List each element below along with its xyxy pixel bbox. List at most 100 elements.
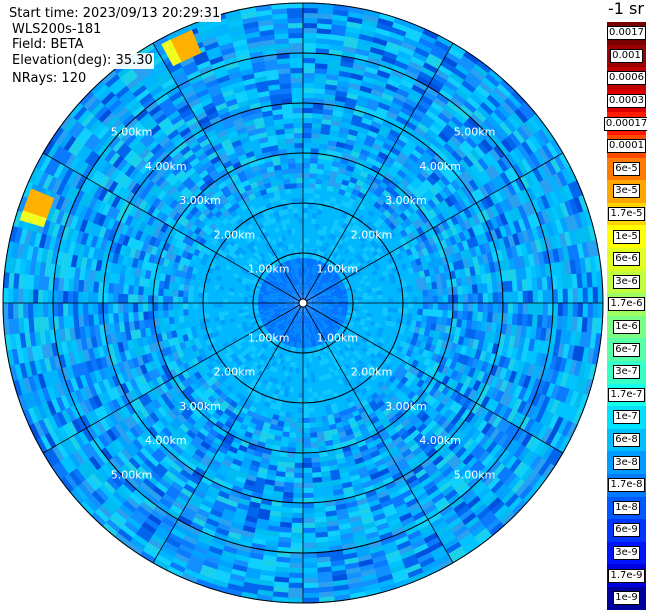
ppi-gate	[373, 295, 379, 300]
ppi-gate	[428, 303, 434, 310]
ppi-gate	[302, 588, 318, 594]
ppi-gate	[433, 303, 439, 311]
ppi-gate	[303, 543, 317, 549]
ppi-gate	[295, 443, 303, 449]
ppi-gate	[468, 294, 474, 304]
ppi-gate	[302, 583, 318, 589]
ppi-gate	[300, 358, 303, 364]
ppi-gate	[303, 93, 315, 99]
ppi-gate	[433, 296, 439, 304]
ppi-gate	[307, 373, 312, 379]
ppi-gate	[303, 228, 307, 234]
ppi-gate	[299, 368, 303, 374]
ppi-gate	[303, 373, 307, 379]
ppi-gate	[303, 33, 318, 39]
ppi-gate	[303, 403, 309, 409]
ppi-gate	[296, 423, 303, 429]
ppi-gate	[303, 108, 314, 114]
ppi-gate	[373, 303, 379, 307]
ppi-gate	[303, 78, 316, 84]
ppi-gate	[368, 303, 374, 307]
ppi-gate	[393, 293, 399, 299]
ppi-gate	[290, 538, 304, 544]
ppi-gate	[583, 288, 589, 304]
ppi-gate	[488, 303, 494, 314]
ppi-gate	[302, 23, 318, 29]
ppi-gate	[408, 297, 414, 303]
ppi-gate	[308, 393, 314, 399]
ppi-gate	[303, 418, 310, 424]
ppi-gate	[303, 193, 309, 199]
ppi-gate	[302, 578, 318, 584]
ppi-gate	[368, 296, 374, 300]
ppi-gate	[303, 538, 317, 544]
ppi-gate	[303, 63, 317, 69]
ppi-gate	[453, 295, 459, 304]
ppi-gate	[303, 463, 312, 469]
ppi-gate	[297, 418, 304, 424]
ppi-gate	[303, 493, 314, 499]
ppi-gate	[306, 368, 310, 374]
ppi-gate	[458, 303, 464, 312]
ppi-gate	[299, 373, 303, 379]
ppi-gate	[363, 299, 369, 303]
ppi-gate	[528, 303, 534, 316]
ppi-gate	[378, 303, 384, 308]
ppi-gate	[358, 297, 364, 301]
ppi-gate	[418, 303, 424, 310]
ppi-gate	[533, 290, 539, 303]
ppi-gate	[303, 113, 314, 119]
ppi-gate	[478, 303, 484, 313]
ppi-gate	[288, 578, 304, 584]
ppi-gate	[293, 488, 304, 494]
ppi-gate	[443, 295, 449, 303]
ppi-gate	[303, 148, 312, 154]
ppi-gate	[303, 488, 314, 494]
ppi-gate	[306, 353, 309, 359]
ppi-gate	[303, 453, 312, 459]
ppi-gate	[303, 503, 315, 509]
ppi-gate	[493, 303, 499, 314]
ppi-gate	[563, 303, 569, 318]
ppi-gate	[303, 68, 316, 74]
ppi-gate	[299, 363, 303, 369]
ppi-gate	[568, 288, 574, 303]
ppi-gate	[303, 88, 315, 94]
ppi-gate	[468, 303, 474, 313]
ppi-gate	[368, 299, 374, 303]
ppi-gate	[294, 473, 304, 479]
ppi-gate	[543, 290, 549, 304]
ppi-gate	[508, 303, 514, 315]
ppi-gate	[291, 513, 303, 519]
ppi-gate	[388, 303, 394, 308]
ppi-gate	[423, 296, 429, 303]
ppi-gate	[303, 163, 311, 169]
ppi-gate	[293, 478, 303, 484]
ppi-gate	[358, 300, 364, 303]
ppi-gate	[373, 299, 379, 303]
ppi-gate	[303, 383, 308, 389]
ppi-gate	[383, 303, 389, 308]
ppi-gate	[458, 294, 464, 303]
ppi-gate	[463, 303, 469, 312]
ppi-gate	[363, 303, 369, 307]
ppi-gate	[291, 528, 304, 534]
ppi-gate	[303, 123, 313, 129]
ppi-gate	[298, 383, 303, 389]
ppi-gate	[303, 478, 313, 484]
ppi-gate	[297, 403, 303, 409]
ppi-gate	[408, 303, 414, 309]
ppi-gate	[303, 58, 317, 64]
ppi-gate	[303, 513, 315, 519]
ppi-gate	[303, 83, 315, 89]
ppi-gate	[303, 73, 316, 79]
ppi-gate	[303, 223, 308, 229]
ppi-gate	[513, 291, 519, 303]
ppi-gate	[303, 508, 315, 514]
ppi-gate	[303, 218, 308, 224]
ppi-gate	[291, 518, 303, 524]
ppi-gate	[503, 303, 509, 315]
ppi-gate	[383, 298, 389, 303]
ppi-gate	[473, 303, 479, 313]
ppi-gate	[383, 294, 389, 299]
